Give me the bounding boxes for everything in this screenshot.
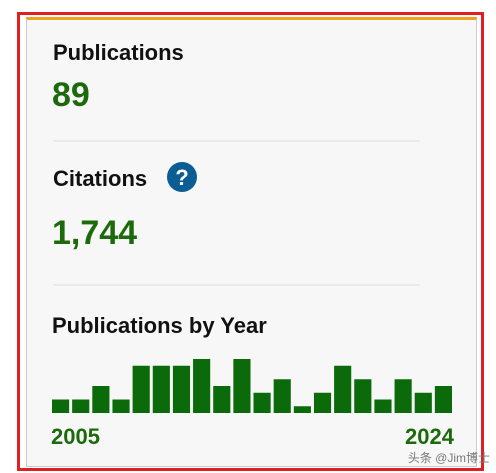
bar — [72, 399, 90, 413]
bar — [414, 392, 432, 413]
bar — [172, 365, 191, 413]
help-icon-text[interactable]: ? — [175, 165, 188, 190]
bar — [112, 399, 130, 413]
bar — [233, 359, 251, 413]
bar — [193, 359, 211, 413]
bar — [434, 386, 452, 413]
x-tick-label: 2005 — [51, 424, 100, 449]
bar — [354, 379, 372, 413]
x-tick-label: 2024 — [405, 424, 455, 449]
bar — [253, 392, 271, 413]
help-icon[interactable] — [167, 162, 197, 192]
bar — [313, 392, 332, 413]
bar — [293, 406, 311, 413]
bar — [132, 365, 150, 413]
citations-label: Citations — [53, 166, 147, 191]
publications-label: Publications — [53, 40, 184, 65]
bar — [92, 386, 110, 413]
watermark: 头条 @Jim博士 — [408, 450, 490, 465]
chart-title: Publications by Year — [52, 313, 267, 338]
bar — [273, 379, 291, 413]
bar — [334, 365, 352, 413]
bar — [394, 379, 412, 413]
citations-value: 1,744 — [52, 214, 137, 252]
publications-value: 89 — [52, 76, 90, 114]
bar — [152, 365, 170, 413]
bar — [52, 399, 70, 413]
highlight-frame — [17, 12, 484, 471]
bar — [213, 386, 231, 413]
bar — [374, 399, 392, 413]
